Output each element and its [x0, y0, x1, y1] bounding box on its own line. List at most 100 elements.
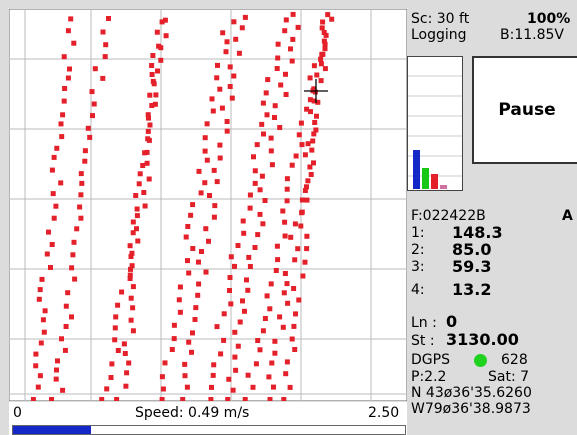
- track-point: [277, 314, 283, 320]
- track-point: [156, 43, 162, 49]
- track-point: [54, 145, 60, 151]
- track-point: [260, 328, 266, 334]
- track-point: [33, 351, 39, 357]
- track-point: [46, 229, 51, 235]
- track-point: [146, 115, 151, 121]
- flag: A: [562, 208, 573, 224]
- track-point: [212, 203, 218, 209]
- speed-label: Speed: 0.49 m/s: [135, 405, 250, 421]
- track-point: [311, 98, 317, 104]
- track-point: [68, 16, 74, 22]
- track-point: [145, 128, 151, 134]
- row-value: 148.3: [452, 223, 503, 242]
- track-point: [272, 115, 277, 120]
- track-point: [177, 309, 183, 315]
- track-point: [147, 122, 153, 128]
- track-point: [30, 397, 36, 401]
- track-point: [295, 246, 301, 252]
- track-point: [273, 268, 279, 273]
- track-point: [136, 181, 142, 187]
- track-point: [152, 101, 158, 107]
- track-point: [217, 142, 223, 148]
- track-point: [292, 221, 298, 227]
- track-point: [145, 112, 151, 118]
- track-point: [269, 360, 275, 366]
- track-point: [51, 154, 57, 160]
- track-point: [151, 81, 157, 87]
- track-point: [204, 121, 210, 127]
- gps-indicator: [474, 354, 487, 367]
- track-point: [244, 277, 249, 283]
- track-point: [112, 337, 118, 343]
- track-point: [35, 384, 41, 390]
- track-point: [122, 351, 128, 356]
- track-point: [54, 367, 59, 373]
- track-point: [100, 75, 106, 81]
- track-point: [40, 317, 46, 323]
- track-point: [134, 226, 139, 232]
- track-point: [99, 397, 105, 401]
- track-point: [311, 86, 317, 92]
- track-point: [44, 251, 50, 257]
- track-point: [283, 371, 289, 377]
- track-point: [230, 387, 236, 393]
- track-point: [61, 54, 67, 60]
- track-point: [290, 36, 296, 42]
- track-point: [290, 11, 296, 17]
- track-point: [281, 397, 287, 401]
- track-point: [85, 125, 91, 131]
- track-point: [39, 276, 45, 282]
- track-point: [202, 148, 208, 154]
- track-point: [278, 82, 284, 88]
- track-point: [265, 77, 271, 83]
- track-point: [302, 188, 308, 193]
- track-point: [129, 250, 135, 256]
- track-point: [211, 167, 217, 173]
- track-point: [264, 112, 270, 118]
- track-point: [280, 208, 286, 214]
- row-label: 3:: [411, 259, 425, 275]
- track-point: [133, 193, 139, 198]
- track-point: [282, 271, 288, 276]
- pdop: P:2.2: [411, 369, 447, 385]
- track-point: [225, 397, 231, 401]
- map-frame: [9, 9, 407, 401]
- track-point: [113, 314, 119, 320]
- track-point: [261, 131, 266, 137]
- sats: Sat: 7: [488, 369, 530, 385]
- track-point: [262, 198, 268, 203]
- track-point: [91, 101, 97, 107]
- speed-max: 2.50: [368, 405, 400, 421]
- track-point: [100, 29, 106, 35]
- track-point: [309, 147, 315, 153]
- pause-button[interactable]: Pause: [472, 56, 577, 164]
- track-point: [322, 41, 328, 47]
- track-point: [239, 25, 245, 31]
- track-point: [259, 121, 265, 127]
- track-point: [233, 36, 239, 42]
- track-point: [82, 148, 88, 154]
- track-point: [251, 154, 256, 160]
- speed-min: 0: [13, 405, 22, 421]
- track-point: [282, 233, 288, 239]
- track-point: [260, 221, 266, 227]
- track-point: [299, 209, 305, 215]
- track-point: [129, 263, 135, 269]
- track-point: [185, 258, 190, 264]
- track-point: [69, 314, 74, 320]
- track-point: [198, 190, 204, 196]
- track-point: [196, 281, 202, 287]
- track-point: [318, 61, 324, 67]
- track-point: [115, 348, 121, 353]
- track-point: [277, 125, 283, 130]
- track-point: [63, 303, 69, 309]
- track-point: [60, 387, 66, 393]
- track-point: [202, 135, 208, 141]
- track-point: [180, 397, 186, 401]
- track-point: [154, 29, 160, 35]
- track-point: [232, 263, 237, 269]
- track-point: [127, 276, 133, 281]
- gps: DGPS: [411, 352, 450, 368]
- track-point: [59, 134, 65, 140]
